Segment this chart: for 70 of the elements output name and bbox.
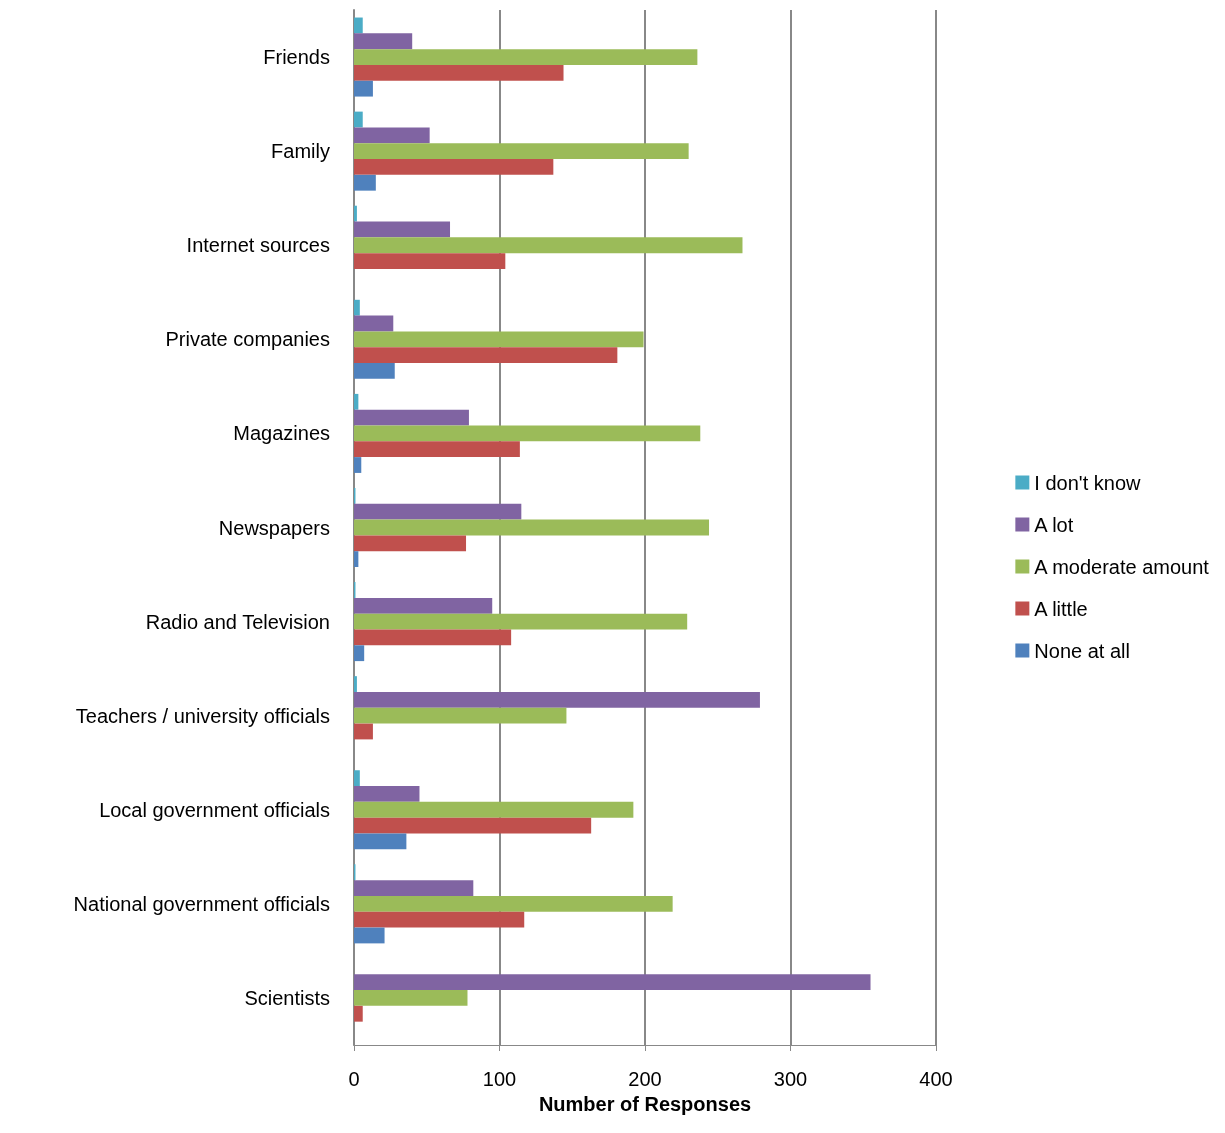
x-tick-label: 400 [919,1068,953,1090]
legend-label: None at all [1034,639,1130,662]
bar [354,645,365,662]
bar [354,895,673,912]
legend-label: A moderate amount [1034,555,1210,578]
bar [354,315,394,332]
bar [354,551,359,568]
y-tick-label: Private companies [165,328,330,351]
bar [354,833,407,850]
x-tick-label: 100 [482,1068,517,1090]
bar [354,629,512,646]
bar [354,974,871,991]
bar [354,49,698,65]
bar [354,64,564,81]
bar [354,331,644,348]
bar [354,409,469,426]
bar [354,33,413,50]
y-tick-label: Teachers / university officials [75,704,330,727]
bar [354,174,376,191]
bar [354,817,592,834]
y-tick-label: Magazines [233,422,330,445]
bar [354,159,554,175]
y-tick-label: National government officials [73,892,330,915]
bar [354,393,359,410]
bar [354,457,362,473]
bar [354,221,451,238]
bar [354,676,357,692]
legend-label: A lot [1034,513,1074,536]
bar [354,205,357,222]
x-axis-title: Number of Responses [538,1092,752,1115]
bar [354,990,468,1006]
bar [354,911,525,928]
bar [354,80,373,97]
bar [354,723,373,740]
bar [354,801,634,818]
legend-label: A little [1034,597,1088,620]
y-tick-label: Local government officials [99,798,330,821]
bar [354,503,522,520]
y-tick-label: Newspapers [218,516,330,539]
bar [354,363,395,379]
bar [354,770,360,787]
y-tick-label: Radio and Television [145,610,330,633]
bar [354,1005,363,1022]
y-tick-label: Family [271,140,330,163]
legend-label: I don't know [1034,471,1142,494]
bar [354,691,760,708]
x-tick-label: 200 [628,1068,662,1090]
bar [354,253,506,269]
bar [354,613,688,630]
y-tick-label: Internet sources [186,234,330,257]
bar [354,707,567,724]
bar [354,299,360,316]
bar [354,927,385,944]
y-tick-label: Scientists [244,986,330,1009]
bar [354,519,710,536]
bar [354,425,701,442]
x-tick-label: 300 [773,1068,808,1090]
bar [354,597,493,614]
bar [354,880,474,896]
bar [354,535,467,552]
bar [354,111,363,128]
x-tick-label: 0 [348,1068,360,1090]
bar [354,127,430,144]
bar [354,17,363,34]
bar [354,786,420,802]
bar [354,347,618,364]
bar [354,441,520,458]
bar [354,237,743,254]
y-tick-label: Friends [263,46,330,69]
bar [354,143,689,160]
